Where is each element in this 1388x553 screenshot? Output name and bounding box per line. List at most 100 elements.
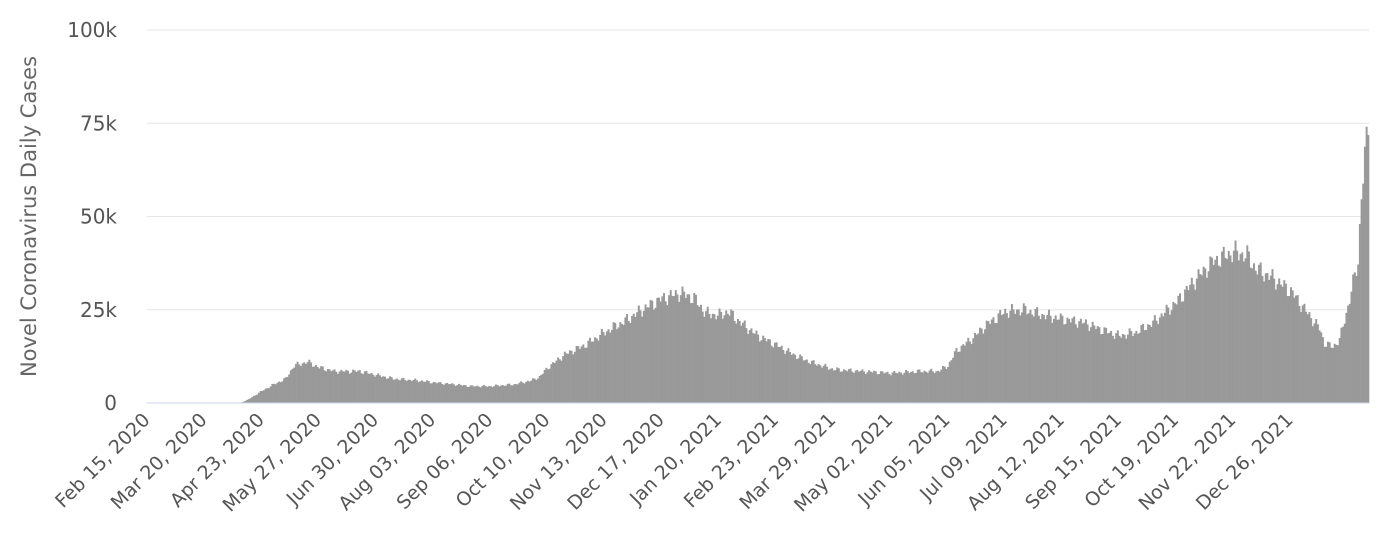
bar [513,384,516,403]
bar [540,374,543,403]
bar [341,371,344,403]
bar [1367,135,1370,403]
bar [1150,326,1153,403]
bar [1061,315,1064,403]
bar [918,369,921,403]
bar-series [241,126,1370,404]
bar [399,380,402,403]
bar [622,324,625,403]
bar [1320,332,1323,403]
bar [832,370,835,403]
bar [531,378,534,403]
bar [1185,285,1188,403]
bar [686,294,689,403]
bar [1279,284,1282,403]
bar [1263,281,1266,403]
bar [385,378,388,403]
bar [1037,315,1040,403]
bar [871,372,874,403]
bar [432,381,435,403]
bar [933,373,936,403]
bar [921,372,924,403]
bar [251,397,254,403]
bar [308,359,311,403]
bar [592,341,595,403]
bar [1355,276,1358,403]
bar [654,307,657,403]
bar [402,377,405,403]
bar [994,322,997,403]
bar [748,330,751,403]
bar [296,361,299,403]
bar [333,369,336,403]
bar [829,368,832,403]
bar [948,361,951,403]
bar [852,373,855,403]
bar [605,331,608,403]
bar [1091,321,1094,403]
bar [1266,273,1269,403]
bar [637,305,640,403]
bar [1301,305,1304,403]
bar [1000,315,1003,403]
bar [422,381,425,403]
bar [1224,257,1227,403]
bar [938,371,941,403]
bar [1222,246,1225,403]
bar [664,301,667,403]
bar [600,328,603,403]
bar [706,306,709,403]
bar [997,313,1000,403]
bar [984,329,987,403]
bar [979,327,982,403]
y-tick-label: 25k [80,298,117,322]
bar [1084,319,1087,403]
bar [353,370,356,403]
bar [1182,301,1185,403]
bar [597,340,600,403]
bar [758,341,761,403]
bar [463,384,465,403]
bar [817,364,820,403]
bar [723,315,726,403]
bar [397,379,400,403]
bar [1051,322,1054,403]
bar [617,327,620,403]
bar [1147,324,1150,403]
bar [1120,337,1123,403]
bar [1137,333,1140,403]
bar [262,390,265,403]
bar [995,323,998,403]
bar [898,371,901,403]
bar [1303,303,1306,403]
bar [990,319,993,403]
bar [903,372,906,403]
bar [773,342,776,403]
bar [1027,313,1030,403]
bar [911,371,914,403]
bar [679,295,682,403]
bar [1360,199,1363,403]
bar [499,385,502,403]
bar [730,309,733,403]
bar [1321,337,1324,403]
bar [1145,329,1148,403]
bar [1115,333,1118,403]
bar [708,314,711,403]
bar [1098,327,1101,403]
bar [589,337,592,403]
y-tick-label: 100k [67,18,117,42]
bar [299,366,302,403]
bar [733,320,736,403]
bar [906,371,909,403]
bar [1078,321,1081,403]
bar [533,378,536,403]
bar [839,371,842,403]
bar [557,357,560,403]
bar [469,385,472,403]
bar [678,301,681,403]
bar [642,310,645,403]
bar [560,360,563,403]
bar [257,392,260,403]
bar [777,346,780,403]
